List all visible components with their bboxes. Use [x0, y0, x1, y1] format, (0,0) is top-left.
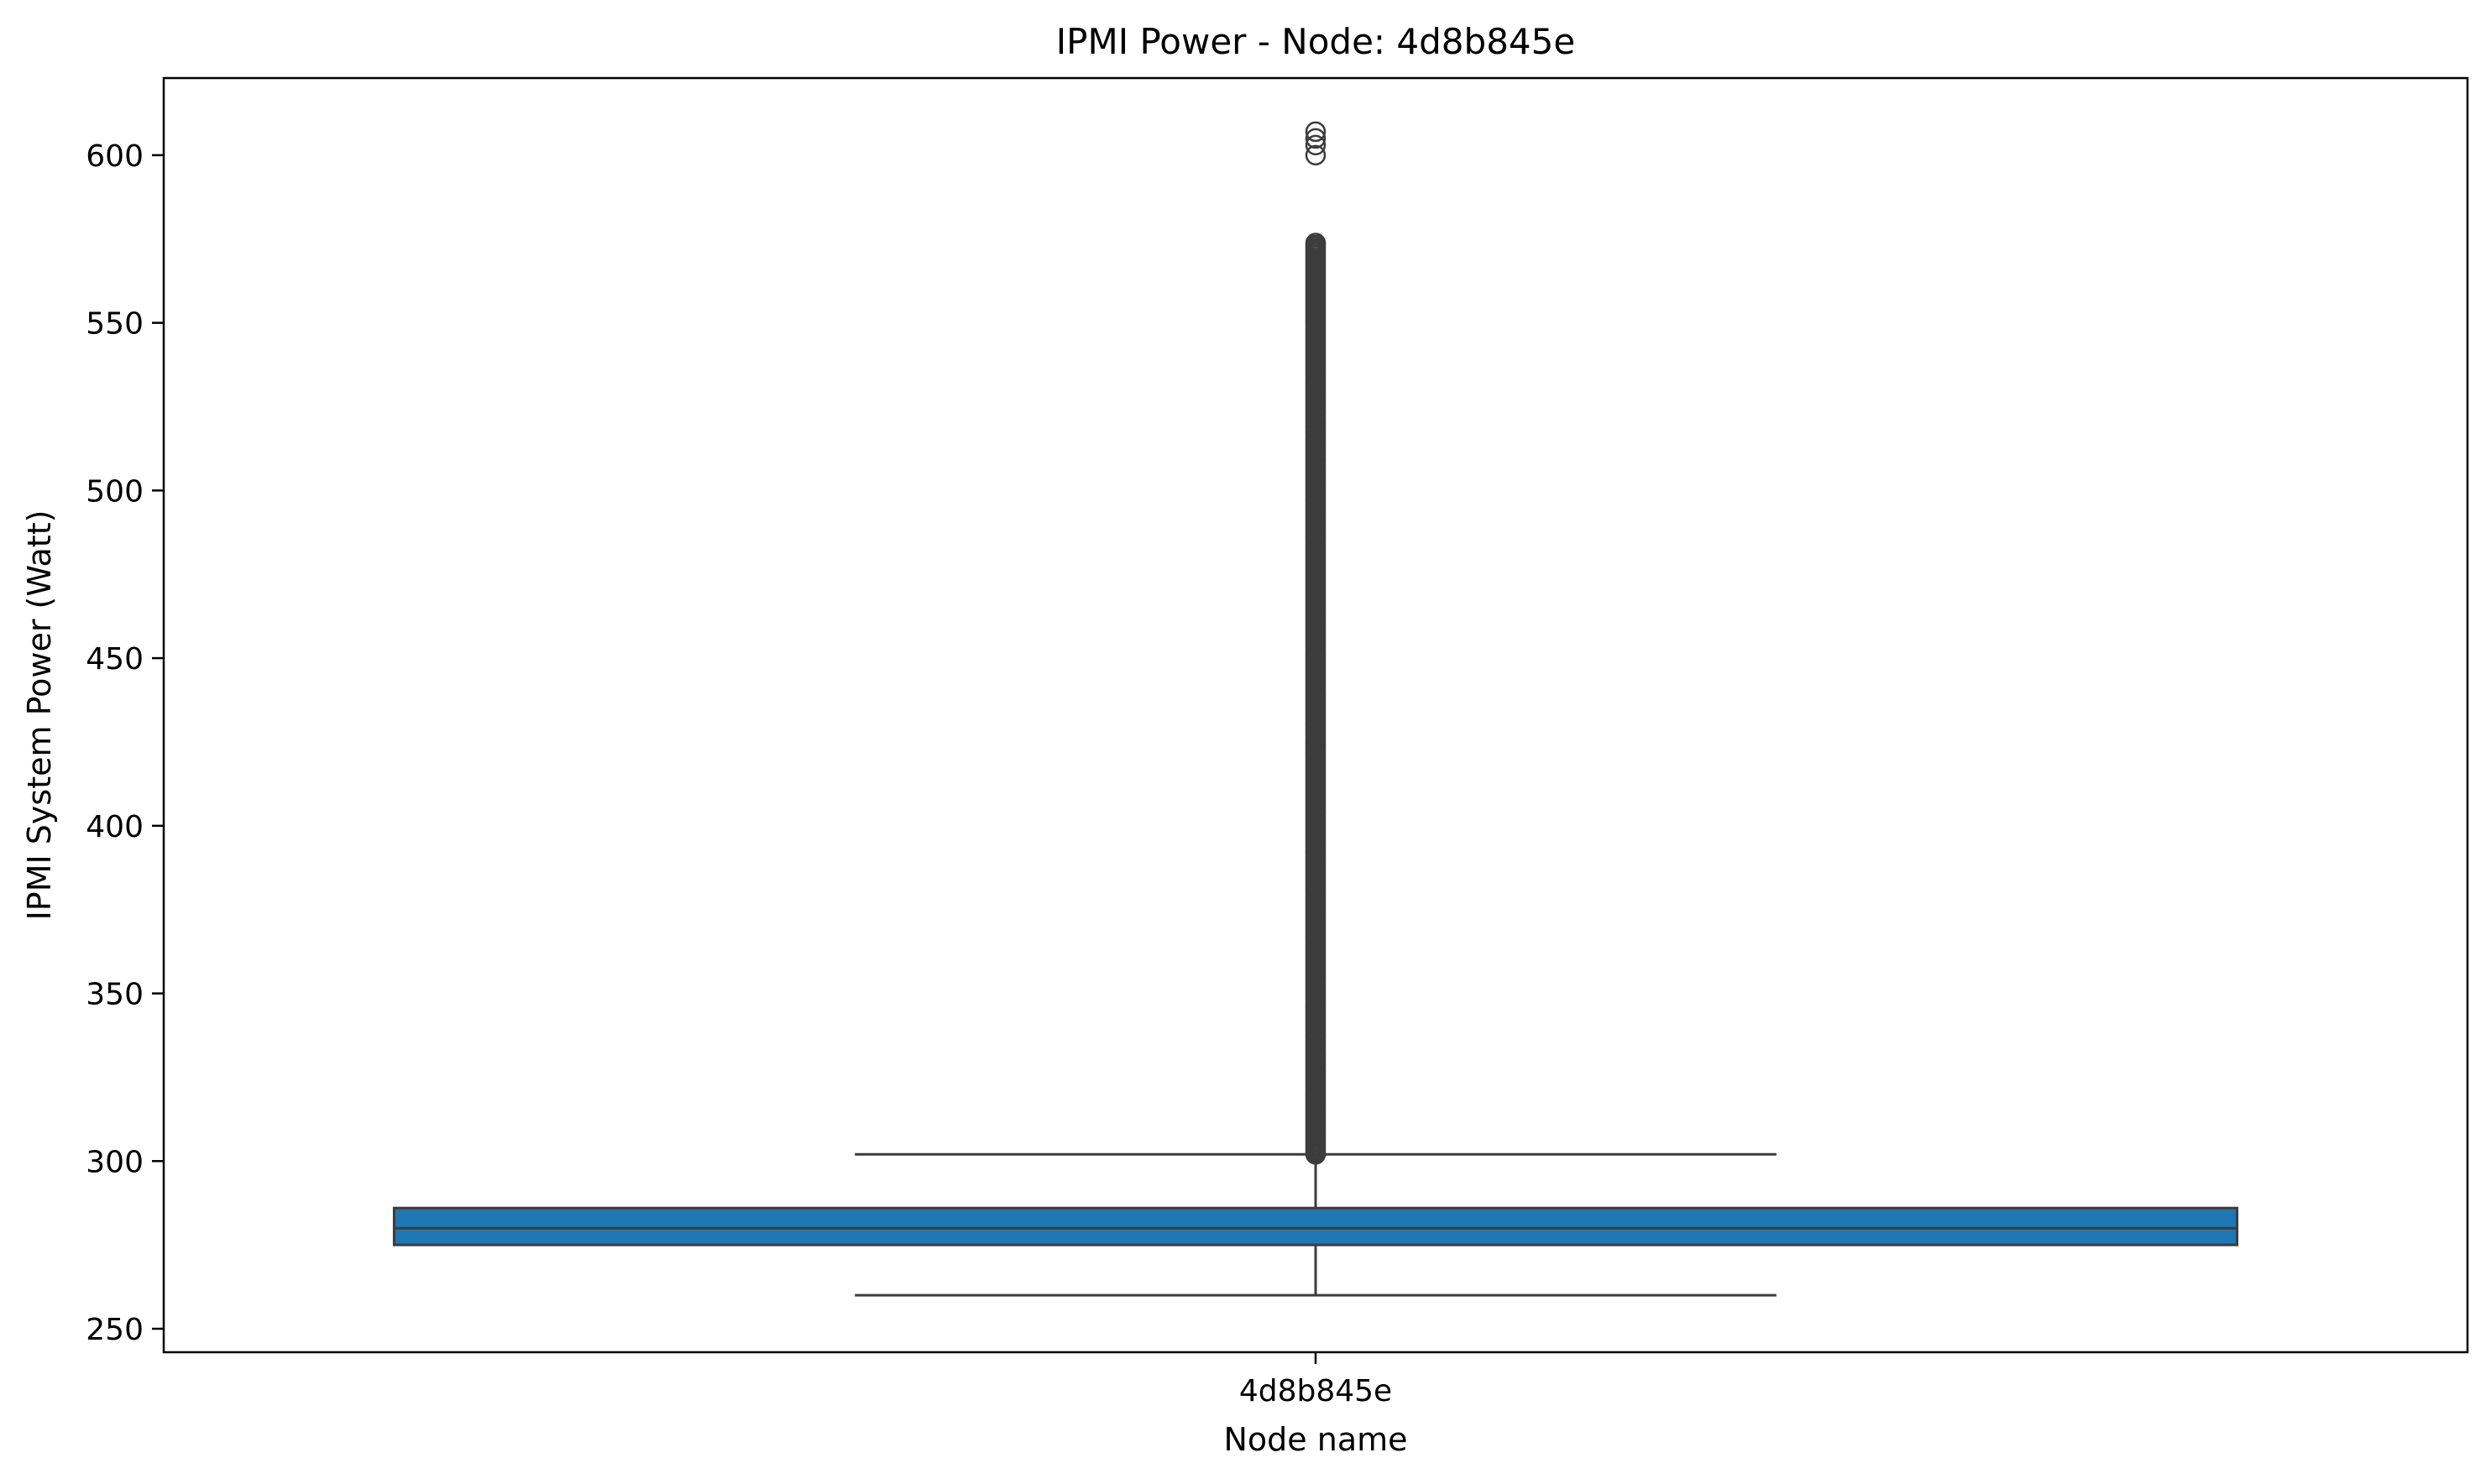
y-axis: 250 300 350 400 450 500 550 600 — [86, 139, 164, 1347]
chart-title: IPMI Power - Node: 4d8b845e — [1056, 21, 1575, 62]
boxes-group — [392, 1152, 2239, 1297]
iqr-box — [392, 1206, 2239, 1246]
outlier-point — [1305, 134, 1327, 156]
y-tick-label: 600 — [86, 139, 144, 174]
outlier-points — [1305, 121, 1327, 1165]
x-tick-label: 4d8b845e — [1239, 1374, 1392, 1408]
x-axis: 4d8b845e — [1239, 1352, 1392, 1408]
outlier-point — [1305, 121, 1327, 143]
y-tick-label: 400 — [86, 810, 144, 844]
y-tick-label: 250 — [86, 1313, 144, 1347]
y-tick-label: 300 — [86, 1145, 144, 1179]
x-axis-label: Node name — [1223, 1421, 1407, 1458]
outlier-point — [1305, 144, 1327, 166]
outlier-point — [1305, 128, 1327, 149]
y-axis-label: IPMI System Power (Watt) — [21, 510, 58, 921]
y-tick-label: 550 — [86, 307, 144, 342]
outlier-point — [1305, 233, 1327, 253]
y-tick-label: 350 — [86, 978, 144, 1012]
y-tick-label: 500 — [86, 474, 144, 509]
y-tick-label: 450 — [86, 642, 144, 677]
